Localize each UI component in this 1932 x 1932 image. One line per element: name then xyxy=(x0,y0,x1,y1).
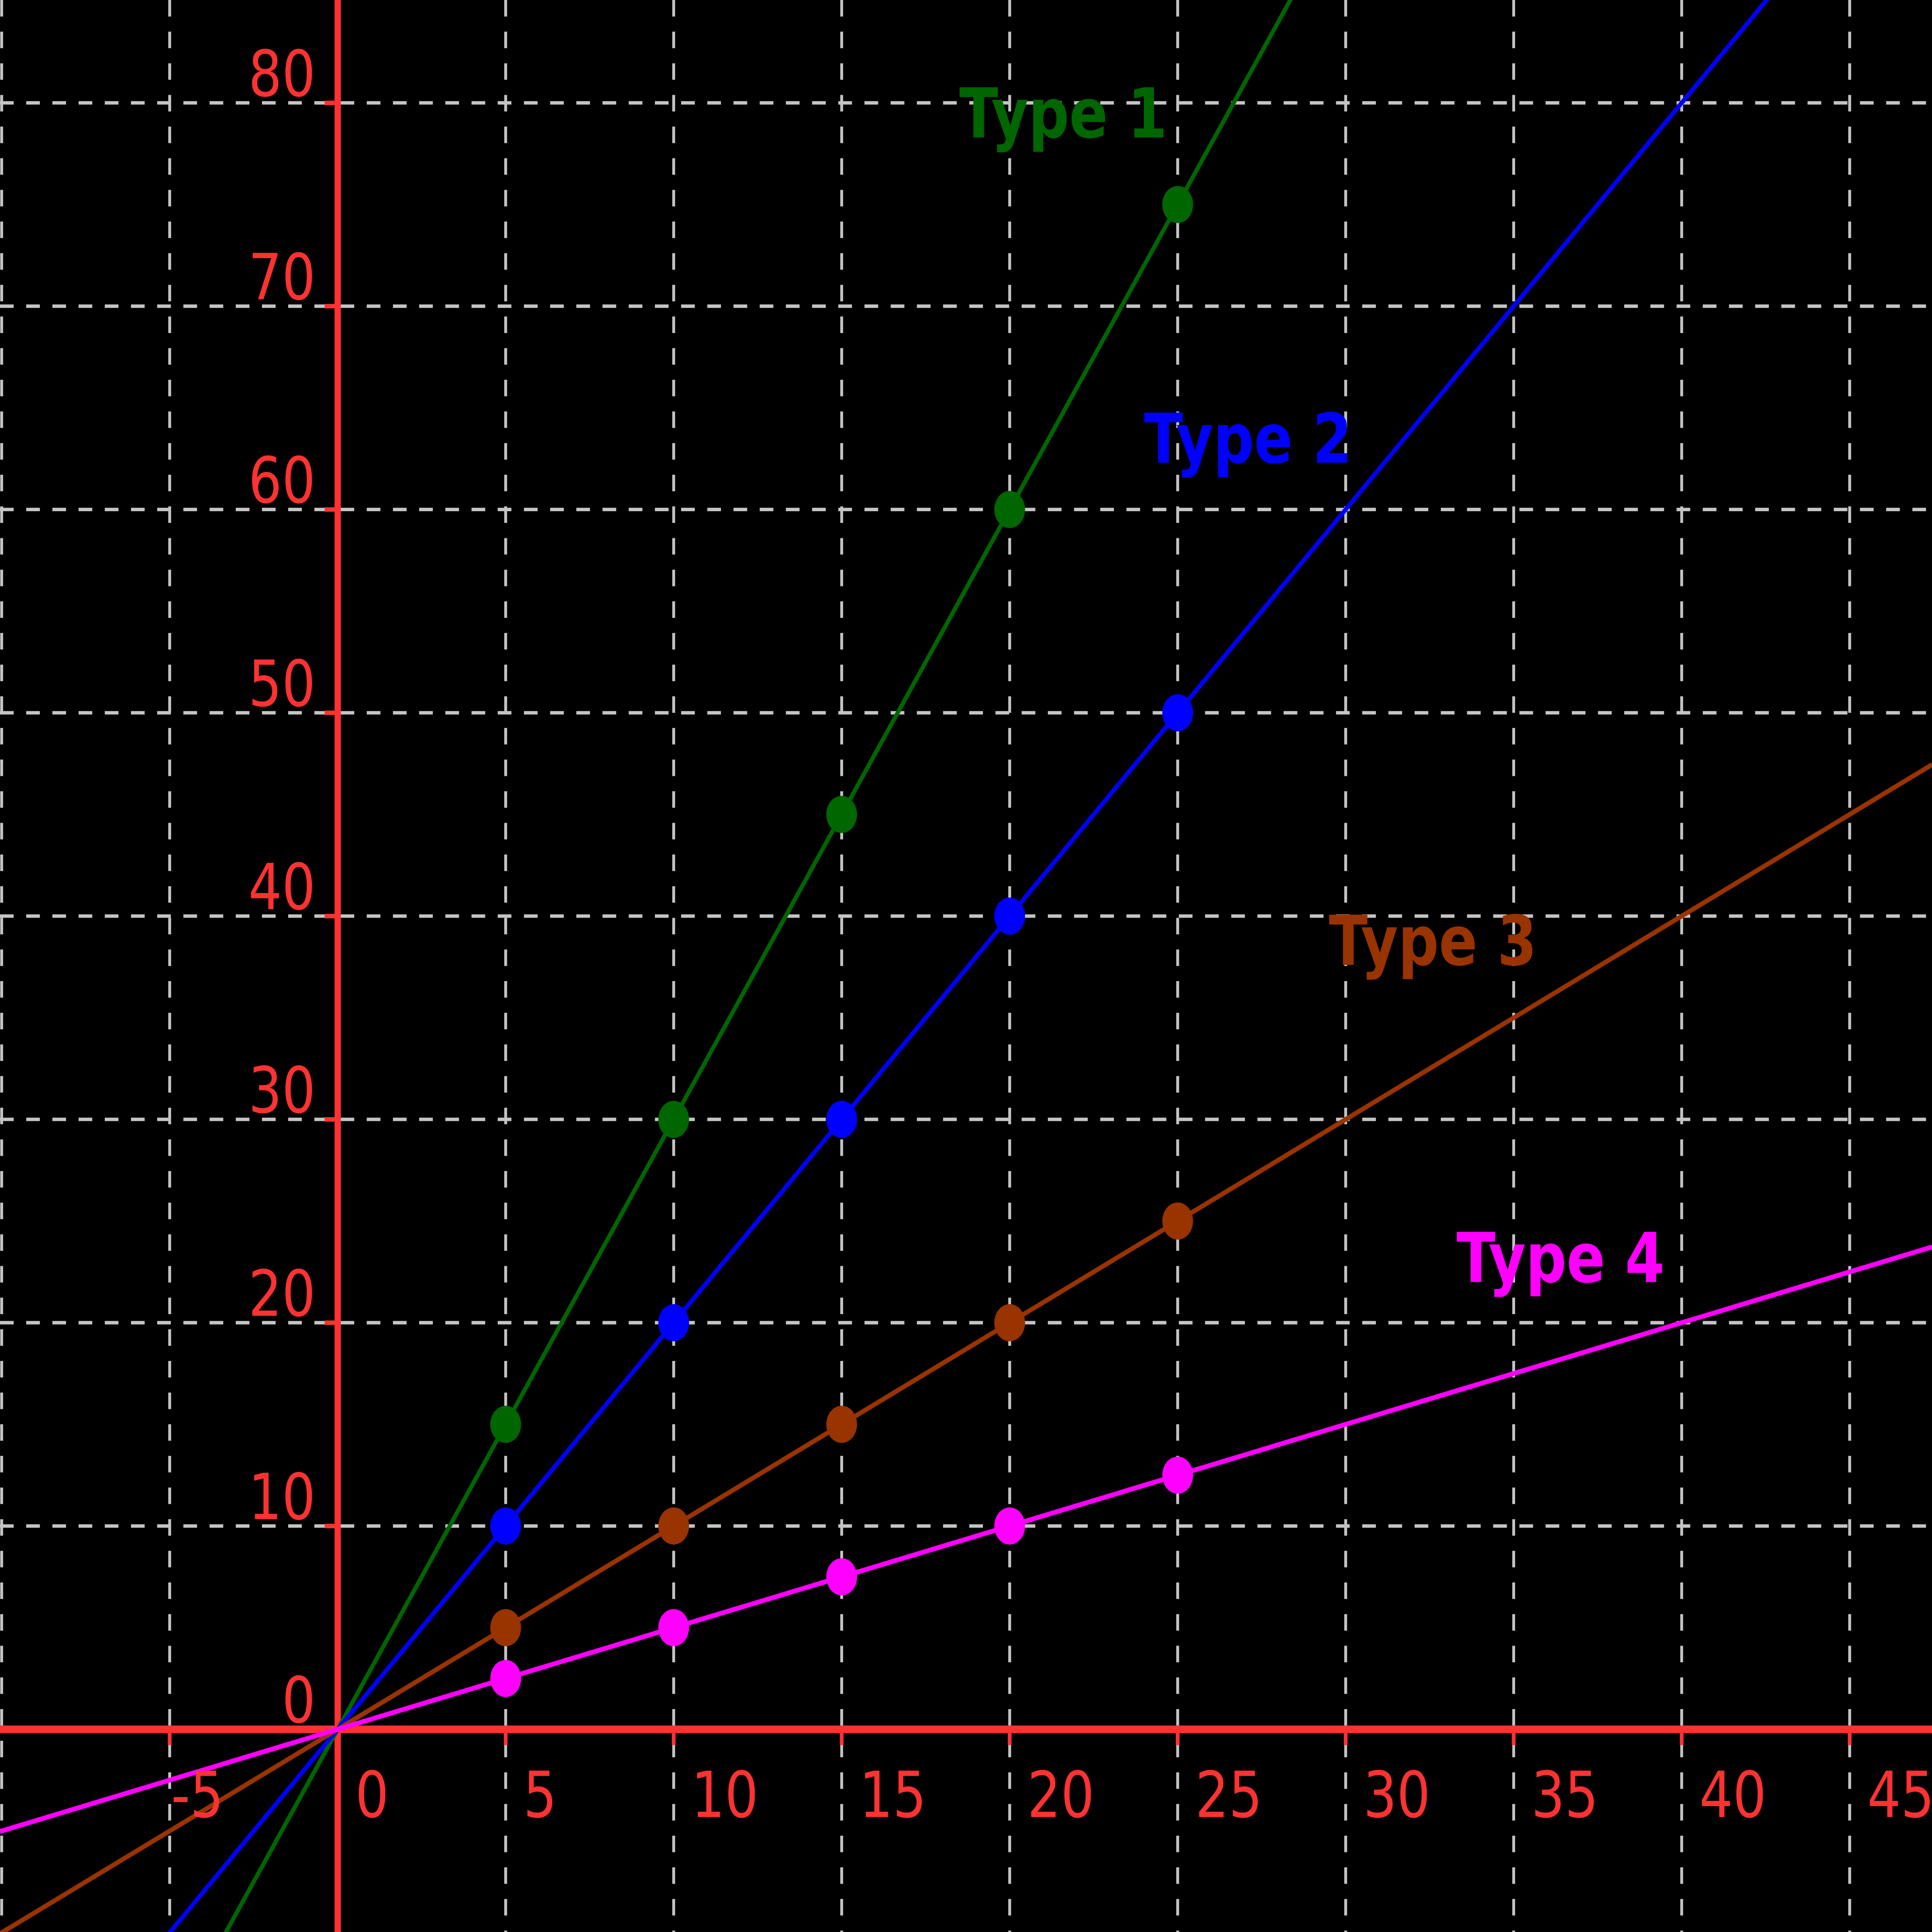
y-tick-label: 40 xyxy=(248,850,315,925)
y-tick-label: 20 xyxy=(248,1257,315,1331)
data-point-type-4 xyxy=(658,1609,689,1646)
x-tick-label: 25 xyxy=(1196,1758,1262,1832)
x-tick-label: 0 xyxy=(355,1758,389,1832)
y-tick-label: 50 xyxy=(248,647,315,721)
data-point-type-1 xyxy=(490,1406,521,1443)
data-point-type-3 xyxy=(1162,1202,1193,1240)
data-point-type-1 xyxy=(826,796,857,833)
data-point-type-4 xyxy=(1162,1456,1193,1494)
x-tick-label: 15 xyxy=(859,1758,926,1832)
data-point-type-2 xyxy=(826,1100,857,1138)
series-label-type-1: Type 1 xyxy=(959,73,1167,154)
data-point-type-4 xyxy=(994,1507,1025,1545)
data-point-type-1 xyxy=(1162,186,1193,223)
y-tick-label: 60 xyxy=(248,444,315,518)
series-label-type-3: Type 3 xyxy=(1329,901,1537,981)
data-point-type-2 xyxy=(490,1507,521,1545)
x-tick-label: 40 xyxy=(1699,1758,1766,1832)
y-tick-label: 10 xyxy=(248,1460,315,1534)
data-point-type-3 xyxy=(658,1507,689,1545)
series-label-type-4: Type 4 xyxy=(1457,1218,1665,1298)
x-tick-label: -5 xyxy=(171,1758,224,1832)
data-point-type-1 xyxy=(658,1100,689,1138)
y-tick-label: 30 xyxy=(248,1054,315,1128)
data-point-type-3 xyxy=(826,1406,857,1443)
series-label-type-2: Type 2 xyxy=(1144,399,1352,479)
x-tick-label: 5 xyxy=(523,1758,557,1832)
data-point-type-3 xyxy=(490,1609,521,1646)
data-point-type-2 xyxy=(994,897,1025,935)
data-point-type-4 xyxy=(490,1660,521,1697)
x-tick-label: 30 xyxy=(1363,1758,1430,1832)
data-point-type-1 xyxy=(994,491,1025,528)
y-tick-label: 80 xyxy=(248,37,315,111)
x-tick-label: 20 xyxy=(1027,1758,1094,1832)
data-point-type-2 xyxy=(658,1304,689,1342)
series-line-type-3 xyxy=(0,762,1932,1932)
data-point-type-4 xyxy=(826,1558,857,1595)
y-tick-label: 0 xyxy=(282,1663,316,1738)
y-tick-label: 70 xyxy=(248,240,315,315)
series-line-type-4 xyxy=(0,1245,1932,1834)
data-point-type-2 xyxy=(1162,694,1193,731)
data-point-type-3 xyxy=(994,1304,1025,1342)
x-tick-label: 35 xyxy=(1531,1758,1598,1832)
x-tick-label: 10 xyxy=(691,1758,758,1832)
x-tick-label: 45 xyxy=(1867,1758,1932,1832)
